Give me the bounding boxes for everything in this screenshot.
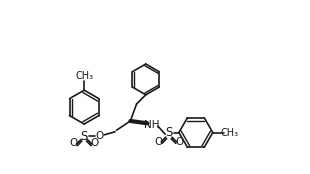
Text: NH: NH — [144, 120, 160, 130]
Text: O: O — [91, 137, 99, 148]
Text: O: O — [175, 137, 184, 147]
Text: O: O — [69, 137, 78, 148]
Text: CH₃: CH₃ — [75, 71, 93, 81]
Text: O: O — [95, 131, 104, 141]
Text: S: S — [81, 130, 88, 143]
Text: O: O — [154, 137, 162, 147]
Text: CH₃: CH₃ — [221, 128, 239, 137]
Text: S: S — [165, 126, 173, 139]
